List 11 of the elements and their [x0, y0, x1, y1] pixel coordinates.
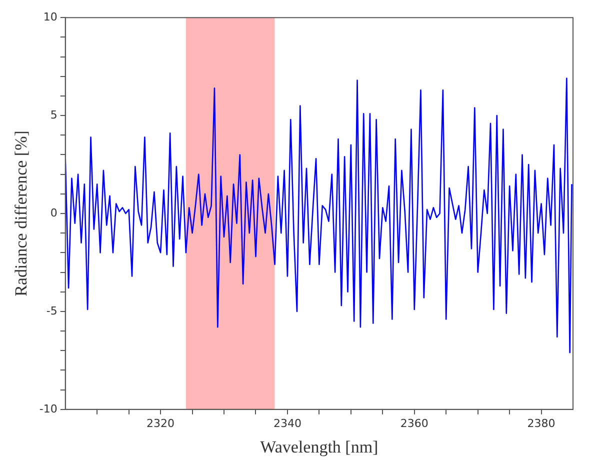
y-tick-label: 5	[50, 108, 58, 122]
x-tick-label: 2380	[527, 416, 556, 430]
y-tick-label: -10	[39, 402, 58, 416]
y-tick-label: 0	[50, 206, 58, 220]
y-tick-label: 10	[43, 10, 58, 24]
x-tick-label: 2360	[400, 416, 428, 430]
x-axis-title: Wavelength [nm]	[260, 437, 378, 456]
y-axis-title: Radiance difference [%]	[12, 130, 31, 296]
y-tick-label: -5	[46, 304, 58, 318]
x-tick-label: 2320	[146, 416, 175, 430]
x-tick-label: 2340	[273, 416, 302, 430]
